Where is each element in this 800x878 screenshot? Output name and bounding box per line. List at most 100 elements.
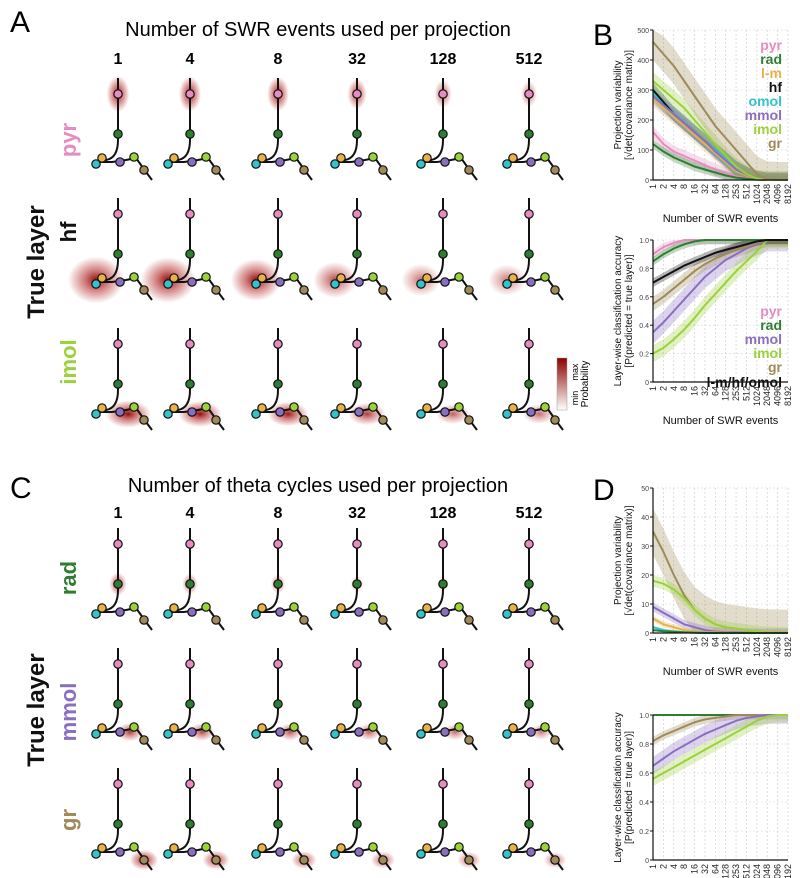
y-tick-label: 0.8 <box>639 266 649 273</box>
node-gr <box>464 285 474 295</box>
node-rad <box>273 819 283 829</box>
y-tick-label: 300 <box>637 88 649 95</box>
y-tick-label: 0.4 <box>639 800 649 807</box>
probe-cell <box>416 648 478 751</box>
node-mmol <box>354 607 364 617</box>
node-imol <box>540 722 550 732</box>
y-axis-label: Layer-wise classification accuracy <box>613 712 624 863</box>
node-gr <box>211 165 221 175</box>
node-pyr <box>352 89 362 99</box>
node-imol <box>368 842 378 852</box>
node-pyr <box>524 89 534 99</box>
probe-cell <box>330 328 392 431</box>
node-rad <box>438 129 448 139</box>
series-band-rad <box>653 240 788 266</box>
node-lm <box>169 603 179 613</box>
node-gr <box>464 165 474 175</box>
node-pyr <box>352 539 362 549</box>
node-imol <box>454 842 464 852</box>
node-mmol <box>526 157 536 167</box>
node-pyr <box>185 339 195 349</box>
node-mmol <box>187 607 197 617</box>
chart-B-bottom: 0 0.2 0.4 0.6 0.8 1.0 1 2 4 8 16 32 64 128 253 512 1024 2… <box>613 236 793 427</box>
x-tick-label: 2048 <box>762 386 772 406</box>
node-omol <box>416 849 426 859</box>
node-rad <box>524 129 534 139</box>
probe-cell <box>251 528 313 631</box>
y-tick-label: 30 <box>641 544 649 551</box>
row-label-gr: gr <box>56 809 81 831</box>
probe-cell <box>251 768 317 871</box>
node-gr <box>211 735 221 745</box>
node-omol <box>251 159 261 169</box>
node-omol <box>502 409 512 419</box>
series-band-imol <box>653 575 788 633</box>
node-mmol <box>440 277 450 287</box>
node-pyr <box>273 539 283 549</box>
node-omol <box>91 849 101 859</box>
node-mmol <box>440 157 450 167</box>
node-rad <box>352 379 362 389</box>
panel-c-column-headers: 1 4 8 32 128 512 <box>114 505 543 522</box>
node-pyr <box>113 779 123 789</box>
node-rad <box>113 579 123 589</box>
series-band-imol <box>653 240 788 363</box>
node-lm <box>336 153 346 163</box>
node-lm <box>508 603 518 613</box>
node-omol <box>416 729 426 739</box>
column-header: 128 <box>430 51 457 68</box>
node-rad <box>352 579 362 589</box>
x-tick-label: 4 <box>669 184 679 189</box>
x-tick-label: 2 <box>658 184 668 189</box>
node-lm <box>508 843 518 853</box>
chart-B-top: 0 100 200 300 400 500 1 2 4 8 16 32 64 128 253 512 1024 2… <box>613 28 793 225</box>
y-tick-label: 0.2 <box>639 352 649 359</box>
chart-D-top: 0 10 20 30 40 50 1 2 4 8 16 32 64 128 253 512 1024 2048 40… <box>613 486 793 678</box>
node-lm <box>169 403 179 413</box>
node-imol <box>540 842 550 852</box>
node-gr <box>464 415 474 425</box>
node-rad <box>113 699 123 709</box>
x-tick-label: 4096 <box>773 637 783 657</box>
node-rad <box>352 699 362 709</box>
node-rad <box>185 249 195 259</box>
node-imol <box>368 402 378 412</box>
node-rad <box>438 249 448 259</box>
probability-blob <box>178 401 222 427</box>
node-omol <box>251 729 261 739</box>
x-tick-label: 8 <box>679 184 689 189</box>
node-imol <box>201 602 211 612</box>
x-axis-label: Number of SWR events <box>663 666 779 678</box>
probe-cell <box>502 528 564 631</box>
y-axis-label: Projection variability <box>613 61 624 150</box>
node-gr <box>299 615 309 625</box>
x-tick-label: 8192 <box>783 184 793 204</box>
series-line-l-m/hf/omol <box>652 239 788 284</box>
y-tick-label: 0 <box>645 380 649 387</box>
probe-cell <box>163 528 225 631</box>
column-header: 128 <box>430 505 457 522</box>
x-tick-label: 1 <box>648 184 658 189</box>
node-rad <box>185 699 195 709</box>
x-tick-label: 1024 <box>752 386 762 406</box>
node-gr <box>211 285 221 295</box>
node-rad <box>273 249 283 259</box>
node-lm <box>257 273 267 283</box>
probe-cell <box>330 528 392 631</box>
x-tick-label: 2048 <box>762 637 772 657</box>
x-tick-label: 64 <box>710 386 720 396</box>
probe-cell <box>163 76 225 181</box>
x-tick-label: 253 <box>731 184 741 199</box>
node-mmol <box>526 407 536 417</box>
x-tick-label: 2048 <box>762 184 772 204</box>
node-lm <box>97 843 107 853</box>
node-rad <box>438 379 448 389</box>
node-omol <box>502 159 512 169</box>
chart-D-bottom: 0 0.2 0.4 0.6 0.8 1.0 1 2 4 8 16 32 64 128 253 512 1024 2… <box>613 712 793 878</box>
probe-cell <box>91 328 153 431</box>
node-lm <box>169 153 179 163</box>
node-rad <box>352 129 362 139</box>
x-tick-label: 1024 <box>752 184 762 204</box>
column-header: 8 <box>274 51 283 68</box>
